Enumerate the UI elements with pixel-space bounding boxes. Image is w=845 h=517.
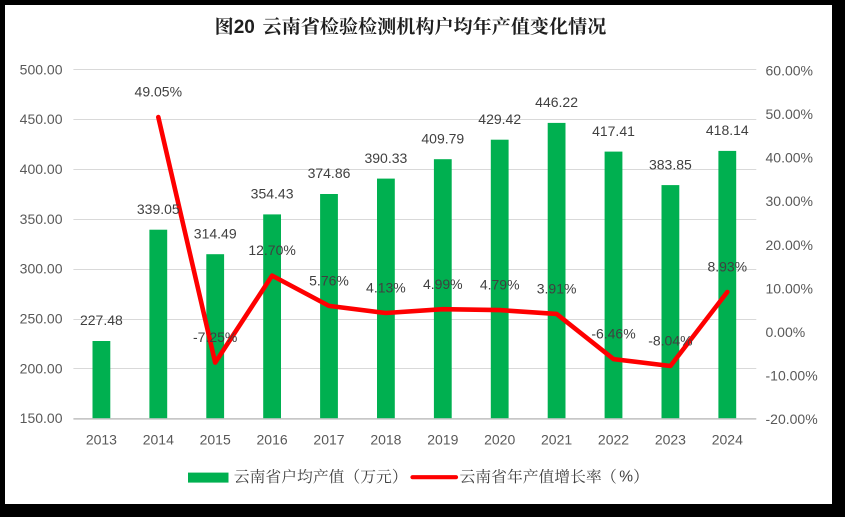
svg-text:%: % — [619, 469, 633, 486]
svg-text:60.00%: 60.00% — [766, 62, 813, 78]
svg-text:350.00: 350.00 — [20, 211, 63, 227]
svg-text:30.00%: 30.00% — [766, 193, 813, 209]
svg-text:40.00%: 40.00% — [766, 150, 813, 166]
svg-text:8.93%: 8.93% — [707, 259, 747, 275]
svg-text:2015: 2015 — [200, 432, 231, 448]
svg-text:-8.04%: -8.04% — [648, 333, 692, 349]
svg-text:150.00: 150.00 — [20, 410, 63, 426]
svg-text:4.99%: 4.99% — [423, 276, 463, 292]
svg-text:2021: 2021 — [541, 432, 572, 448]
svg-text:2022: 2022 — [598, 432, 629, 448]
svg-text:2013: 2013 — [86, 432, 117, 448]
svg-text:-6.46%: -6.46% — [591, 326, 635, 342]
svg-text:450.00: 450.00 — [20, 111, 63, 127]
svg-text:446.22: 446.22 — [535, 94, 578, 110]
svg-text:20: 20 — [234, 17, 255, 38]
svg-text:2024: 2024 — [712, 432, 743, 448]
svg-text:2018: 2018 — [370, 432, 401, 448]
svg-text:250.00: 250.00 — [20, 311, 63, 327]
svg-text:2014: 2014 — [143, 432, 174, 448]
svg-text:200.00: 200.00 — [20, 360, 63, 376]
svg-text:0.00%: 0.00% — [766, 324, 806, 340]
svg-text:3.91%: 3.91% — [537, 281, 577, 297]
svg-text:2016: 2016 — [257, 432, 288, 448]
svg-text:49.05%: 49.05% — [135, 84, 182, 100]
svg-text:383.85: 383.85 — [649, 156, 692, 172]
svg-text:354.43: 354.43 — [251, 186, 294, 202]
svg-text:429.42: 429.42 — [478, 111, 521, 127]
svg-text:12.70%: 12.70% — [248, 242, 295, 258]
svg-text:4.13%: 4.13% — [366, 280, 406, 296]
svg-text:300.00: 300.00 — [20, 261, 63, 277]
svg-text:5.76%: 5.76% — [309, 273, 349, 289]
svg-text:50.00%: 50.00% — [766, 106, 813, 122]
svg-text:-20.00%: -20.00% — [766, 411, 818, 427]
svg-text:2023: 2023 — [655, 432, 686, 448]
svg-text:4.79%: 4.79% — [480, 277, 520, 293]
svg-text:339.05: 339.05 — [137, 201, 180, 217]
svg-text:2017: 2017 — [313, 432, 344, 448]
svg-text:409.79: 409.79 — [421, 130, 464, 146]
svg-text:20.00%: 20.00% — [766, 237, 813, 253]
svg-text:2019: 2019 — [427, 432, 458, 448]
svg-text:-7.25%: -7.25% — [193, 329, 237, 345]
svg-text:-10.00%: -10.00% — [766, 368, 818, 384]
svg-text:2020: 2020 — [484, 432, 515, 448]
svg-text:314.49: 314.49 — [194, 225, 237, 241]
svg-text:390.33: 390.33 — [364, 150, 407, 166]
svg-text:227.48: 227.48 — [80, 312, 123, 328]
svg-text:400.00: 400.00 — [20, 161, 63, 177]
svg-text:500.00: 500.00 — [20, 61, 63, 77]
svg-text:10.00%: 10.00% — [766, 280, 813, 296]
svg-text:417.41: 417.41 — [592, 123, 635, 139]
svg-text:374.86: 374.86 — [308, 165, 351, 181]
svg-text:418.14: 418.14 — [706, 122, 749, 138]
